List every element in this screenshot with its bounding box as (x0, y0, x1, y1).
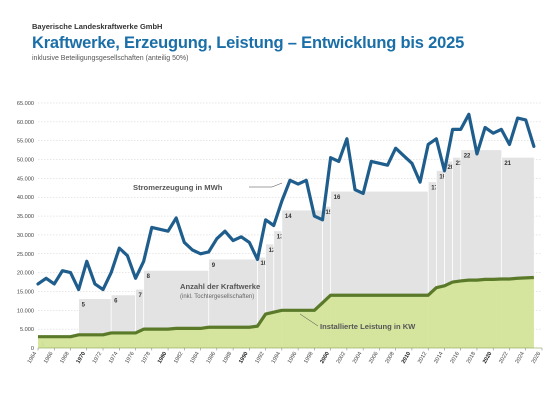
capacity-annotation: Installierte Leistung in KW (320, 322, 416, 331)
chart-subtitle: inklusive Beteiligungsgesellschaften (an… (32, 55, 189, 62)
generation-leader (271, 182, 283, 188)
y-tick-label: 15.000 (17, 289, 34, 295)
x-tick-label: 1974 (108, 351, 119, 365)
installed-capacity-area (38, 275, 534, 348)
plant-count-bar (257, 257, 266, 348)
plant-count-bar (452, 157, 461, 348)
x-tick-label: 1966 (43, 351, 54, 365)
y-tick-label: 40.000 (17, 195, 34, 201)
y-tick-label: 25.000 (17, 252, 34, 258)
x-tick-label: 1978 (141, 351, 152, 365)
y-tick-label: 0 (31, 346, 34, 352)
y-tick-label: 20.000 (17, 271, 34, 277)
plant-count-label: 13 (277, 235, 284, 241)
plant-count-bar (135, 289, 144, 348)
plant-count-bar (428, 182, 437, 348)
x-axis: 1964 1966 1968 1970 1972 1974 1976 1978 1980 1982… (27, 347, 543, 365)
y-tick-label: 65.000 (17, 101, 34, 107)
plant-count-bar (273, 231, 282, 348)
plant-count-label: 22 (464, 154, 471, 160)
x-tick-label: 1992 (254, 351, 265, 365)
plant-count-label: 6 (114, 299, 118, 305)
plant-count-annotation: Anzahl der Kraftwerke (180, 282, 260, 291)
plant-count-label: 9 (212, 263, 216, 269)
x-tick-label: 2004 (352, 351, 363, 365)
plant-count-label: 10 (260, 261, 267, 267)
x-tick-label: 2008 (384, 351, 395, 365)
y-tick-label: 55.000 (17, 139, 34, 145)
plant-count-label: 5 (82, 303, 86, 309)
x-tick-label: 2000 (319, 351, 330, 365)
y-tick-label: 45.000 (17, 176, 34, 182)
x-tick-label: 2002 (336, 351, 347, 365)
generation-line-group (36, 112, 536, 292)
y-axis: 0 5.000 10.000 15.000 20.000 25.000 30.000 35.0… (17, 101, 34, 352)
x-tick-label: 1968 (59, 351, 70, 365)
x-tick-label: 1964 (27, 351, 38, 365)
plant-count-label: 17 (431, 186, 438, 192)
x-tick-label: 1988 (222, 351, 233, 365)
plant-count-label: 15 (326, 210, 333, 216)
x-tick-label: 1972 (92, 351, 103, 365)
generation-annotation: Stromerzeugung in MWh (133, 183, 223, 192)
y-tick-label: 10.000 (17, 308, 34, 314)
plant-count-label: 14 (285, 214, 292, 220)
plant-count-label: 21 (456, 161, 463, 167)
y-tick-label: 30.000 (17, 233, 34, 239)
chart-title: Kraftwerke, Erzeugung, Leistung – Entwic… (32, 34, 465, 52)
plant-count-label: 12 (269, 248, 276, 254)
x-tick-label: 2006 (368, 351, 379, 365)
y-tick-label: 50.000 (17, 158, 34, 164)
plant-count-bar (322, 206, 331, 348)
x-tick-label: 1982 (173, 351, 184, 365)
x-tick-label: 1980 (157, 351, 168, 365)
x-tick-label: 1994 (271, 351, 282, 365)
x-tick-label: 1976 (124, 351, 135, 365)
plant-count-label: 7 (139, 293, 143, 299)
x-tick-label: 2010 (401, 351, 412, 365)
x-tick-label: 1986 (206, 351, 217, 365)
annotations: Stromerzeugung in MWh Anzahl der Kraftwer… (133, 182, 416, 331)
generation-line (36, 112, 536, 292)
plant-count-label: 8 (147, 274, 151, 280)
plant-count-label: 20 (447, 165, 454, 171)
plant-count-label: 16 (334, 195, 341, 201)
capacity-leader (299, 313, 319, 327)
company-name: Bayerische Landeskraftwerke GmbH (32, 22, 163, 31)
x-tick-label: 2022 (498, 351, 509, 365)
plant-count-label: 21 (504, 161, 511, 167)
y-tick-label: 35.000 (17, 214, 34, 220)
x-tick-label: 1990 (238, 351, 249, 365)
x-tick-label: 1996 (287, 351, 298, 365)
x-tick-label: 2014 (433, 351, 444, 365)
y-tick-label: 60.000 (17, 120, 34, 126)
x-tick-label: 2016 (450, 351, 461, 365)
x-tick-label: 2020 (482, 351, 493, 365)
x-tick-label: 1984 (189, 351, 200, 365)
plant-count-bar (444, 161, 453, 348)
plant-count-label: 19 (439, 174, 446, 180)
x-tick-label: 1970 (76, 351, 87, 365)
x-tick-label: 2018 (466, 351, 477, 365)
plant-count-annotation-sub: (inkl. Tochtergesellschaften) (180, 294, 254, 300)
y-tick-label: 5.000 (20, 327, 34, 333)
capacity-line (38, 275, 534, 339)
plant-count-bar (265, 244, 274, 348)
x-tick-label: 2026 (531, 351, 542, 365)
plant-count-bar (436, 170, 445, 348)
x-tick-label: 2012 (417, 351, 428, 365)
x-tick-label: 1998 (303, 351, 314, 365)
x-tick-label: 2024 (515, 351, 526, 365)
